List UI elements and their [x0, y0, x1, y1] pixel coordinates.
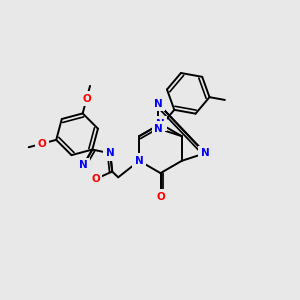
Text: N: N [201, 148, 210, 158]
Text: N: N [156, 119, 165, 129]
Text: O: O [156, 191, 165, 202]
Text: N: N [79, 160, 88, 170]
Text: N: N [154, 124, 163, 134]
Text: N: N [135, 156, 144, 166]
Text: N: N [106, 148, 115, 158]
Text: N: N [154, 99, 163, 109]
Text: O: O [37, 139, 46, 149]
Text: O: O [91, 174, 100, 184]
Text: O: O [82, 94, 91, 104]
